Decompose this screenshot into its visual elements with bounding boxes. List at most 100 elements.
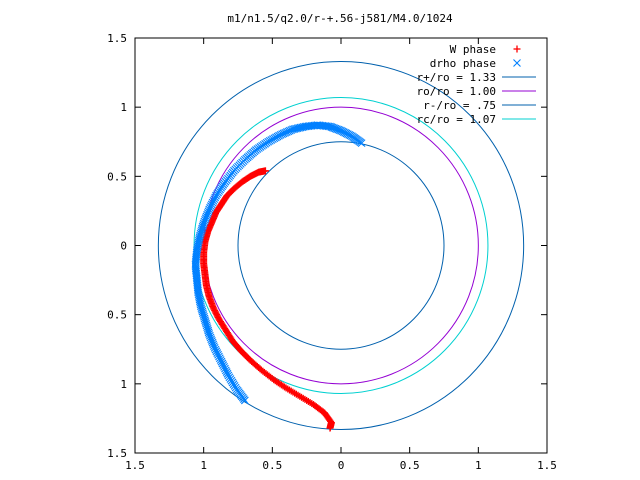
drho-phase-point [293, 124, 302, 133]
cross-marker-stroke [335, 126, 344, 135]
drho-phase-point [334, 125, 343, 134]
x-tick-label: 0.5 [400, 459, 420, 472]
drho-phase-point [337, 126, 345, 135]
cross-marker-stroke [207, 335, 216, 344]
cross-marker-stroke [192, 254, 201, 262]
cross-marker-stroke [327, 123, 336, 131]
x-tick-label: 0.5 [262, 459, 282, 472]
cross-marker-stroke [222, 368, 231, 376]
cross-marker-stroke [298, 123, 307, 132]
y-tick-label: 0.5 [107, 170, 127, 183]
cross-marker-stroke [292, 124, 300, 133]
cross-marker-stroke [192, 247, 201, 255]
cross-marker-stroke [223, 369, 232, 378]
cross-marker-stroke [210, 343, 219, 352]
cross-marker-stroke [203, 323, 211, 332]
cross-marker-stroke [196, 300, 205, 309]
cross-marker-stroke [197, 304, 206, 312]
legend-label: r-/ro = .75 [423, 99, 496, 112]
cross-marker-stroke [215, 354, 224, 363]
cross-marker-stroke [334, 125, 343, 134]
x-tick-label: 1.5 [537, 459, 557, 472]
cross-marker-stroke [328, 123, 337, 132]
cross-marker-stroke [218, 359, 227, 368]
reference-circle [237, 141, 445, 350]
drho-phase-point [299, 122, 308, 131]
drho-phase-point [298, 123, 307, 132]
cross-marker-stroke [220, 362, 228, 371]
cross-marker-stroke [302, 122, 311, 131]
cross-marker-stroke [296, 123, 305, 132]
cross-marker-stroke [206, 333, 215, 342]
legend-marker [513, 45, 521, 53]
cross-marker-stroke [200, 312, 208, 321]
drho-phase-point [332, 125, 341, 134]
drho-phase-point [292, 124, 300, 133]
cross-marker-stroke [219, 361, 228, 370]
legend-label: drho phase [430, 57, 496, 70]
cross-marker-stroke [221, 364, 229, 373]
drho-phase-point [296, 123, 305, 132]
y-tick-label: 0 [120, 240, 127, 253]
cross-marker-stroke [208, 338, 217, 347]
cross-marker-stroke [205, 331, 214, 340]
cross-marker-stroke [197, 302, 205, 311]
cross-marker-stroke [337, 126, 345, 135]
cross-marker-stroke [201, 316, 209, 325]
reference-circle [157, 61, 525, 430]
y-tick-label: 1 [120, 378, 127, 391]
drho-phase-point [328, 123, 337, 132]
chart-title: m1/n1.5/q2.0/r-+.56-j581/M4.0/1024 [227, 12, 453, 25]
legend-label: W phase [450, 43, 496, 56]
cross-marker-stroke [201, 318, 210, 326]
legend-marker [513, 59, 521, 67]
cross-marker-stroke [240, 396, 249, 405]
cross-marker-stroke [214, 350, 222, 359]
y-tick-label: 1 [120, 101, 127, 114]
cross-marker-stroke [208, 337, 216, 345]
drho-phase-point [295, 124, 304, 132]
cross-marker-stroke [211, 345, 220, 354]
w-phase-point [326, 424, 334, 432]
drho-phase-point [301, 122, 310, 131]
cross-marker-stroke [203, 324, 212, 333]
cross-marker-stroke [192, 248, 201, 257]
drho-phase-point [302, 122, 311, 131]
drho-phase-point [240, 396, 249, 405]
cross-marker-stroke [199, 309, 207, 318]
cross-marker-stroke [217, 357, 226, 366]
cross-marker-stroke [202, 319, 210, 328]
legend-label: rc/ro = 1.07 [417, 113, 496, 126]
x-tick-label: 0 [338, 459, 345, 472]
cross-marker-stroke [213, 349, 222, 357]
drho-phase-point [331, 124, 340, 133]
cross-marker-stroke [192, 250, 201, 259]
drho-phase-point [335, 126, 344, 135]
cross-marker-stroke [332, 125, 341, 134]
legend-label: r+/ro = 1.33 [417, 71, 496, 84]
cross-marker-stroke [210, 342, 218, 351]
x-tick-label: 1 [200, 459, 207, 472]
cross-marker-stroke [202, 321, 211, 330]
cross-marker-stroke [204, 328, 213, 337]
cross-marker-stroke [205, 330, 214, 338]
axis-ticks [134, 37, 548, 454]
cross-marker-stroke [209, 340, 218, 349]
y-tick-label: 1.5 [107, 447, 127, 460]
drho-phase-point [330, 124, 339, 132]
axis-tick-labels: 1.5 1 0.5 0 0.5 1 1.51.510.500.511.5 [107, 32, 557, 472]
cross-marker-stroke [215, 352, 223, 361]
reference-circle [203, 106, 479, 385]
y-tick-label: 1.5 [107, 32, 127, 45]
cross-marker-stroke [212, 347, 221, 356]
cross-marker-stroke [301, 122, 310, 131]
phase-points [191, 121, 366, 432]
cross-marker-stroke [295, 124, 304, 132]
cross-marker-stroke [192, 252, 201, 261]
reference-circles [157, 61, 525, 430]
cross-marker-stroke [204, 326, 213, 335]
cross-marker-stroke [198, 305, 206, 314]
cross-marker-stroke [221, 366, 230, 375]
